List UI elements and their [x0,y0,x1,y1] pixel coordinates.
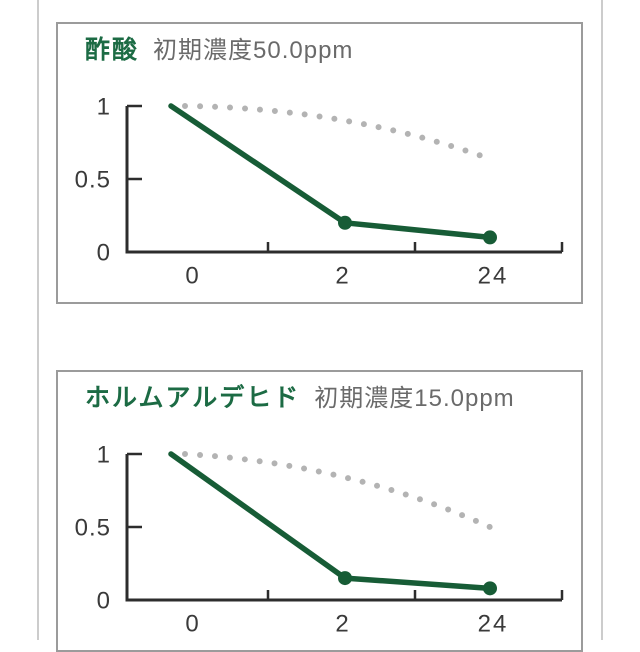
page-right-rule [601,0,603,640]
chemical-name: 酢酸 [85,36,140,64]
line-chart-acetic-acid: 1 0.5 0 0 2 24 [75,94,564,290]
chart-title-acetic-acid: 酢酸 初期濃度50.0ppm [85,34,353,67]
initial-concentration: 初期濃度50.0ppm [153,37,354,64]
svg-text:0: 0 [185,263,200,290]
svg-text:2: 2 [335,263,350,290]
svg-text:2: 2 [335,611,350,638]
initial-concentration: 初期濃度15.0ppm [314,385,515,412]
svg-text:0.5: 0.5 [75,167,111,194]
svg-text:1: 1 [97,94,111,121]
svg-text:0.5: 0.5 [75,515,111,542]
line-chart-formaldehyde: 1 0.5 0 0 2 24 [75,442,564,638]
svg-text:0: 0 [185,611,200,638]
chemical-name: ホルムアルデヒド [85,384,301,412]
svg-text:0: 0 [97,240,111,267]
chart-card-acetic-acid: 酢酸 初期濃度50.0ppm 1 0.5 0 0 2 24 [56,22,583,304]
page-left-rule [37,0,39,640]
svg-text:1: 1 [97,442,111,469]
svg-text:24: 24 [478,611,509,638]
svg-text:24: 24 [478,263,509,290]
svg-text:0: 0 [97,588,111,615]
chart-title-formaldehyde: ホルムアルデヒド 初期濃度15.0ppm [85,382,515,415]
chart-card-formaldehyde: ホルムアルデヒド 初期濃度15.0ppm 1 0.5 0 0 2 24 [56,370,583,652]
